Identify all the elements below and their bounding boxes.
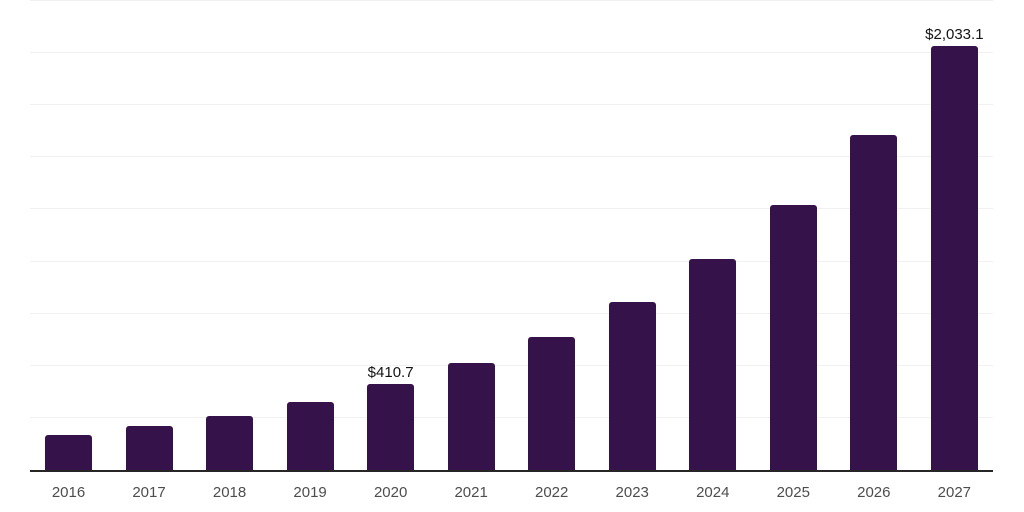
x-tick-label-2020: 2020 xyxy=(373,484,408,501)
x-axis: 2016 2017 2018 2019 2020 2021 2022 2023 2024 2025… xyxy=(30,484,993,502)
gridline xyxy=(30,208,993,210)
x-tick-label-2021: 2021 xyxy=(454,484,488,501)
bar-2020: $410.7 xyxy=(367,365,415,470)
gridline xyxy=(30,260,993,262)
bar-2017 xyxy=(125,426,173,470)
bar-2024 xyxy=(689,259,737,470)
data-label-2020: $410.7 xyxy=(367,364,414,382)
gridline xyxy=(30,156,993,158)
gridline xyxy=(30,0,993,1)
x-tick-label-2016: 2016 xyxy=(51,484,86,501)
plot-area: $410.7 $2,033.1 xyxy=(30,0,993,472)
bar-2021 xyxy=(447,363,495,470)
x-tick-label-2023: 2023 xyxy=(615,484,649,501)
bar-2025 xyxy=(769,204,817,470)
gridline xyxy=(30,52,993,54)
bar-2023 xyxy=(608,302,656,470)
gridline xyxy=(30,104,993,106)
bar-series: $410.7 $2,033.1 xyxy=(30,1,993,470)
gridline xyxy=(30,312,993,314)
x-tick-label-2024: 2024 xyxy=(696,484,730,501)
x-tick-label-2019: 2019 xyxy=(293,484,327,501)
x-tick-label-2017: 2017 xyxy=(132,484,166,501)
bar-2022 xyxy=(528,337,576,470)
bar-2018 xyxy=(206,416,254,470)
x-tick-label-2022: 2022 xyxy=(535,484,569,501)
bar-2027: $2,033.1 xyxy=(925,27,984,470)
gridline xyxy=(30,364,993,366)
x-tick-label-2026: 2026 xyxy=(857,484,891,501)
bar-2026 xyxy=(850,134,898,470)
bar-2019 xyxy=(286,402,334,470)
data-label-2027: $2,033.1 xyxy=(925,26,984,44)
bar-2016 xyxy=(45,434,92,470)
x-tick-label-2018: 2018 xyxy=(212,484,247,501)
gridline xyxy=(30,416,993,418)
x-tick-label-2025: 2025 xyxy=(776,484,810,501)
x-tick-label-2027: 2027 xyxy=(937,484,972,501)
